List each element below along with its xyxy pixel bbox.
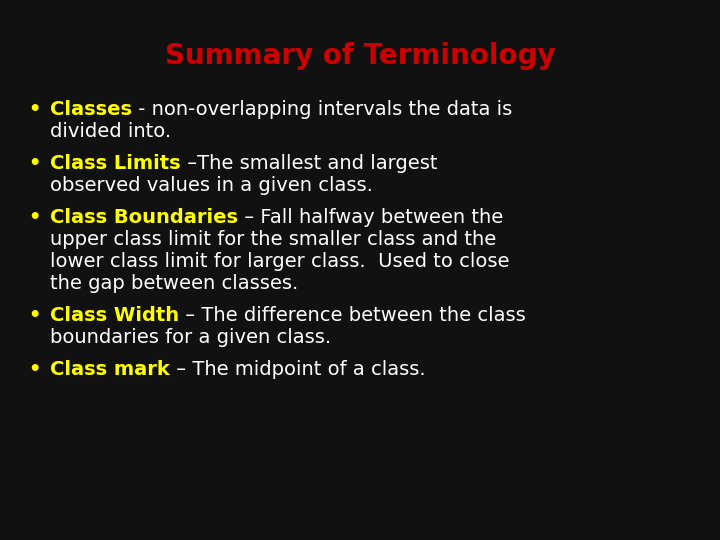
Text: - non-overlapping intervals the data is: - non-overlapping intervals the data is [132, 100, 512, 119]
Text: Class mark: Class mark [50, 360, 170, 379]
Text: – The difference between the class: – The difference between the class [179, 306, 526, 325]
Text: •: • [28, 154, 40, 173]
Text: •: • [28, 306, 40, 325]
Text: –The smallest and largest: –The smallest and largest [181, 154, 437, 173]
Text: Classes: Classes [50, 100, 132, 119]
Text: •: • [28, 100, 40, 119]
Text: – Fall halfway between the: – Fall halfway between the [238, 208, 503, 227]
Text: Class Width: Class Width [50, 306, 179, 325]
Text: the gap between classes.: the gap between classes. [50, 274, 298, 293]
Text: Class Boundaries: Class Boundaries [50, 208, 238, 227]
Text: observed values in a given class.: observed values in a given class. [50, 176, 373, 195]
Text: divided into.: divided into. [50, 122, 171, 141]
Text: •: • [28, 208, 40, 227]
Text: •: • [28, 360, 40, 379]
Text: boundaries for a given class.: boundaries for a given class. [50, 328, 331, 347]
Text: upper class limit for the smaller class and the: upper class limit for the smaller class … [50, 230, 496, 249]
Text: lower class limit for larger class.  Used to close: lower class limit for larger class. Used… [50, 252, 510, 271]
Text: Class Limits: Class Limits [50, 154, 181, 173]
Text: Summary of Terminology: Summary of Terminology [165, 42, 555, 70]
Text: – The midpoint of a class.: – The midpoint of a class. [170, 360, 426, 379]
